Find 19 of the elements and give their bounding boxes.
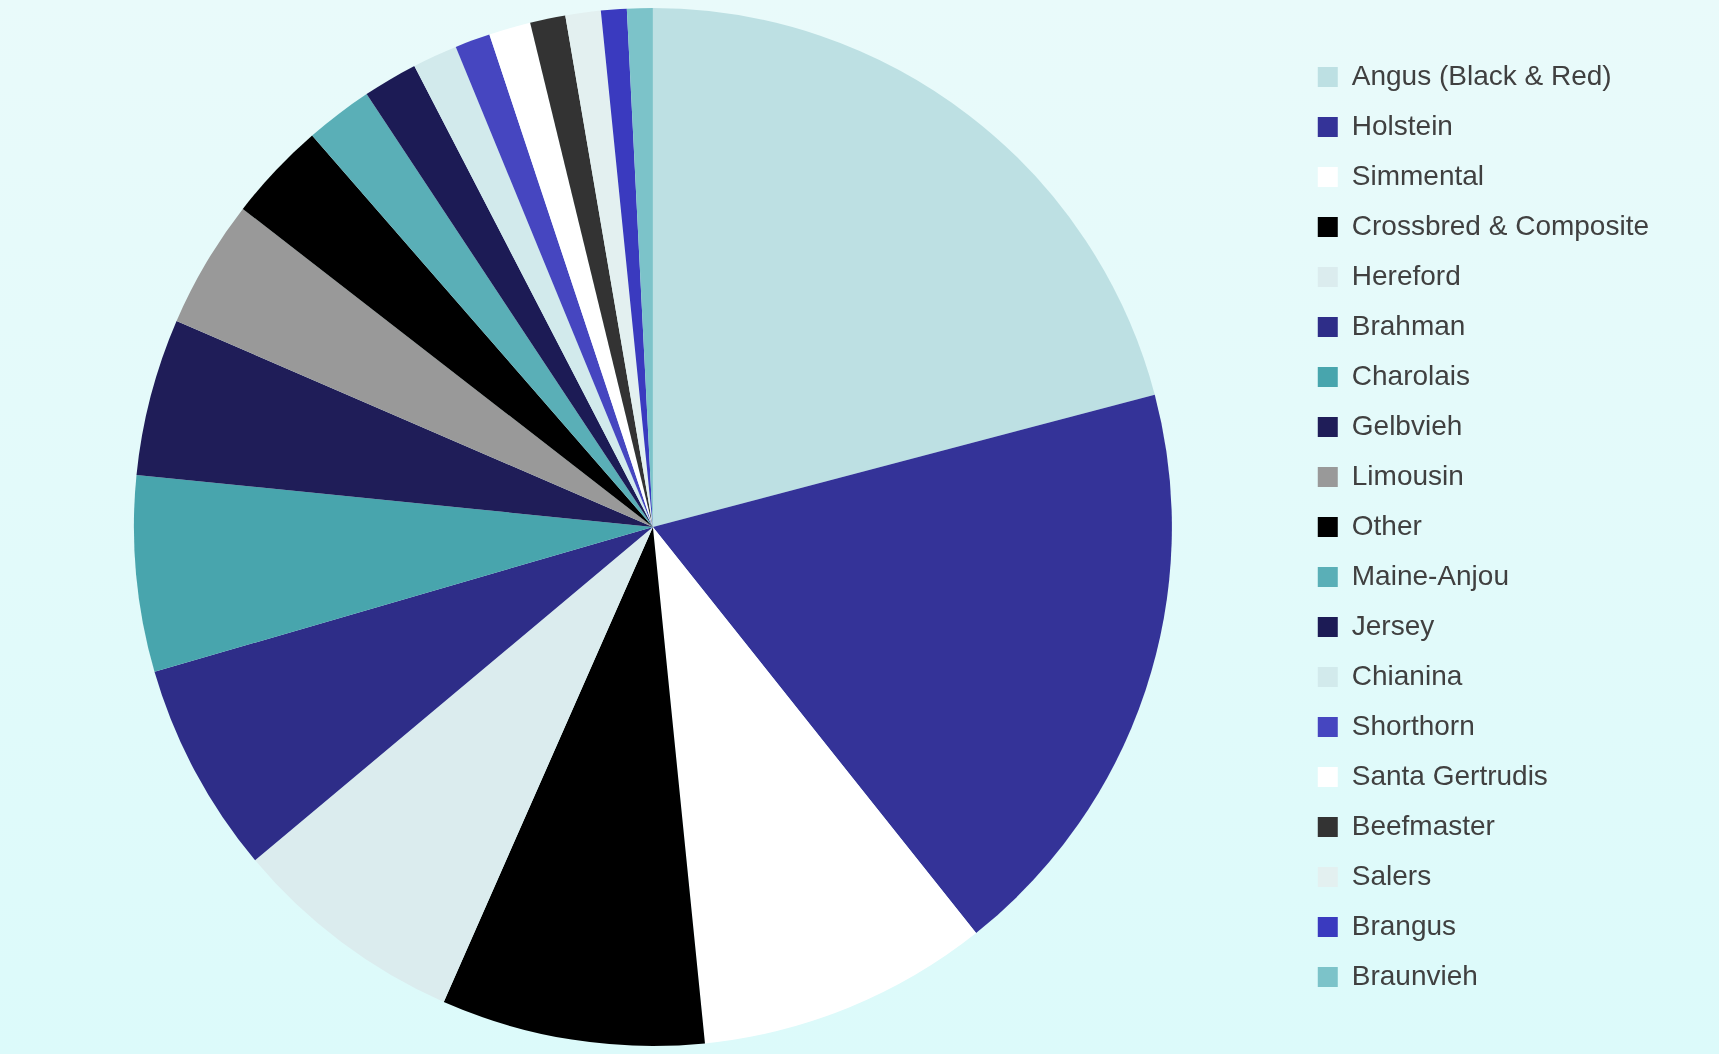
legend-label: Shorthorn <box>1351 709 1475 741</box>
legend-label: Holstein <box>1351 109 1453 141</box>
legend-label: Other <box>1351 509 1422 541</box>
legend-label: Angus (Black & Red) <box>1351 59 1612 91</box>
legend-label: Brangus <box>1351 909 1457 941</box>
legend-label: Charolais <box>1351 359 1471 391</box>
legend-label: Chianina <box>1351 659 1463 691</box>
legend-label: Santa Gertrudis <box>1351 759 1548 791</box>
legend-label: Salers <box>1351 859 1432 891</box>
legend-label: Beefmaster <box>1351 809 1495 841</box>
legend-label: Braunvieh <box>1351 959 1478 991</box>
legend-label: Simmental <box>1351 159 1485 191</box>
legend-label: Crossbred & Composite <box>1351 209 1650 241</box>
legend-label: Brahman <box>1351 309 1466 341</box>
legend-label: Gelbvieh <box>1351 409 1463 441</box>
legend-label: Jersey <box>1351 609 1435 641</box>
legend-label: Limousin <box>1351 459 1464 491</box>
legend-label: Hereford <box>1351 259 1461 291</box>
legend-label: Maine-Anjou <box>1351 559 1509 591</box>
